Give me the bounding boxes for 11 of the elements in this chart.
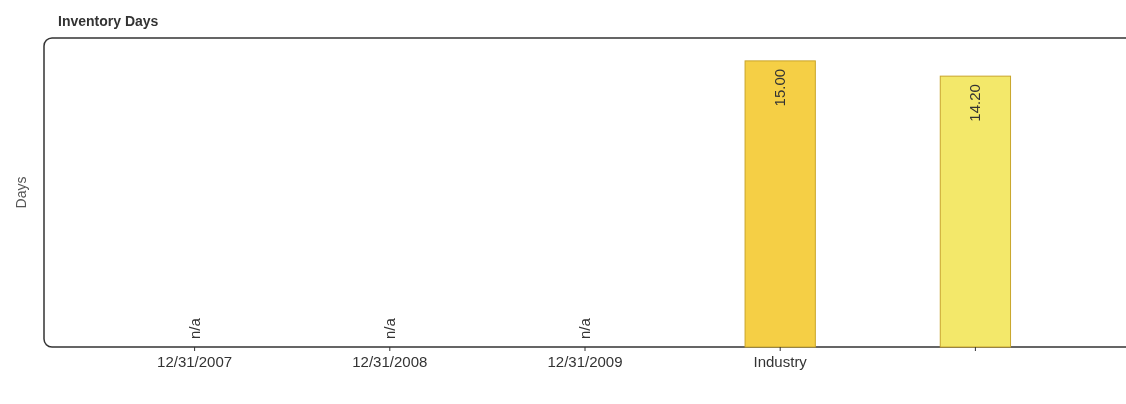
data-label: 14.20: [966, 84, 984, 122]
x-tick-label: Industry: [753, 353, 808, 370]
x-tick-label: 12/31/2008: [352, 353, 428, 370]
data-label: 15.00: [771, 68, 789, 107]
y-axis-title: Days: [13, 176, 29, 209]
text: n/a: [576, 318, 593, 339]
chart-title: Inventory Days: [58, 13, 159, 29]
text: n/a: [380, 318, 398, 339]
x-tick-label: 12/31/2007: [157, 353, 233, 370]
text: n/a: [185, 318, 203, 339]
x-tick-label: 12/31/2009: [547, 353, 623, 370]
